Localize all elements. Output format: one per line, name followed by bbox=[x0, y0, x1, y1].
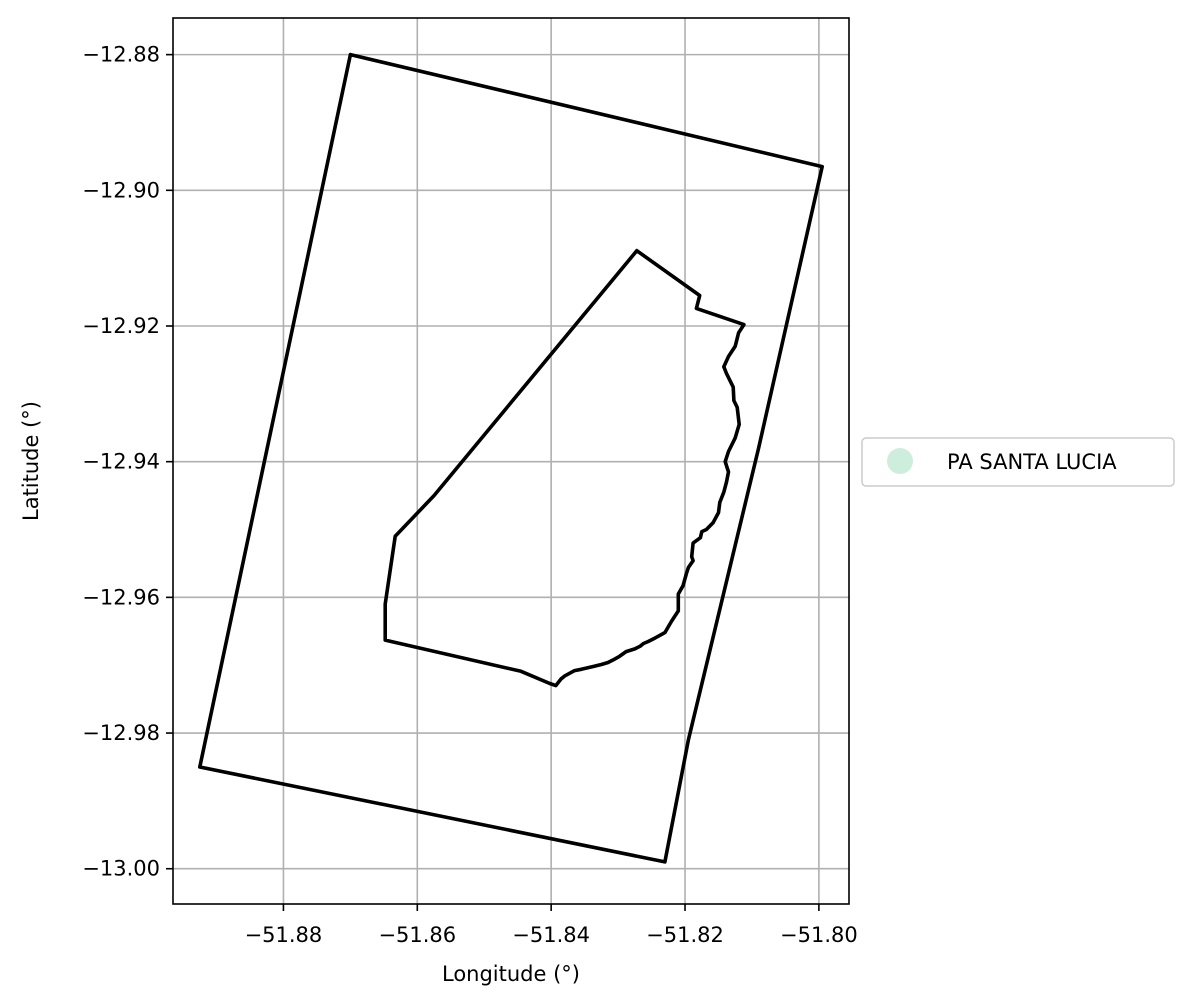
y-tick-label: −13.00 bbox=[82, 857, 160, 881]
y-tick-label: −12.90 bbox=[82, 178, 160, 202]
y-ticks: −12.88 −12.90 −12.92 −12.94 −12.96 −12.98 −13.… bbox=[82, 43, 173, 881]
x-axis-label: Longitude (°) bbox=[442, 962, 580, 986]
outer-rectangle-outline bbox=[198, 52, 825, 864]
y-tick-label: −12.92 bbox=[82, 314, 160, 338]
legend-box bbox=[861, 437, 1175, 487]
x-tick-label: −51.88 bbox=[245, 923, 323, 947]
x-tick-label: −51.80 bbox=[780, 923, 858, 947]
y-tick-label: −12.96 bbox=[82, 585, 160, 609]
x-tick-label: −51.82 bbox=[646, 923, 724, 947]
inner-polygon-outline bbox=[383, 248, 746, 688]
y-tick-label: −12.98 bbox=[82, 721, 160, 745]
x-ticks: −51.88 −51.86 −51.84 −51.82 −51.80 bbox=[245, 904, 858, 947]
y-tick-label: −12.94 bbox=[82, 450, 160, 474]
y-tick-label: −12.88 bbox=[82, 43, 160, 67]
shape-outlines bbox=[198, 52, 825, 864]
legend-marker bbox=[887, 448, 913, 474]
legend-label: PA SANTA LUCIA bbox=[947, 450, 1117, 474]
y-axis-label: Latitude (°) bbox=[19, 401, 43, 521]
x-tick-label: −51.84 bbox=[512, 923, 590, 947]
legend: PA SANTA LUCIA bbox=[861, 437, 1175, 487]
grid-lines bbox=[173, 18, 849, 904]
x-tick-label: −51.86 bbox=[378, 923, 456, 947]
